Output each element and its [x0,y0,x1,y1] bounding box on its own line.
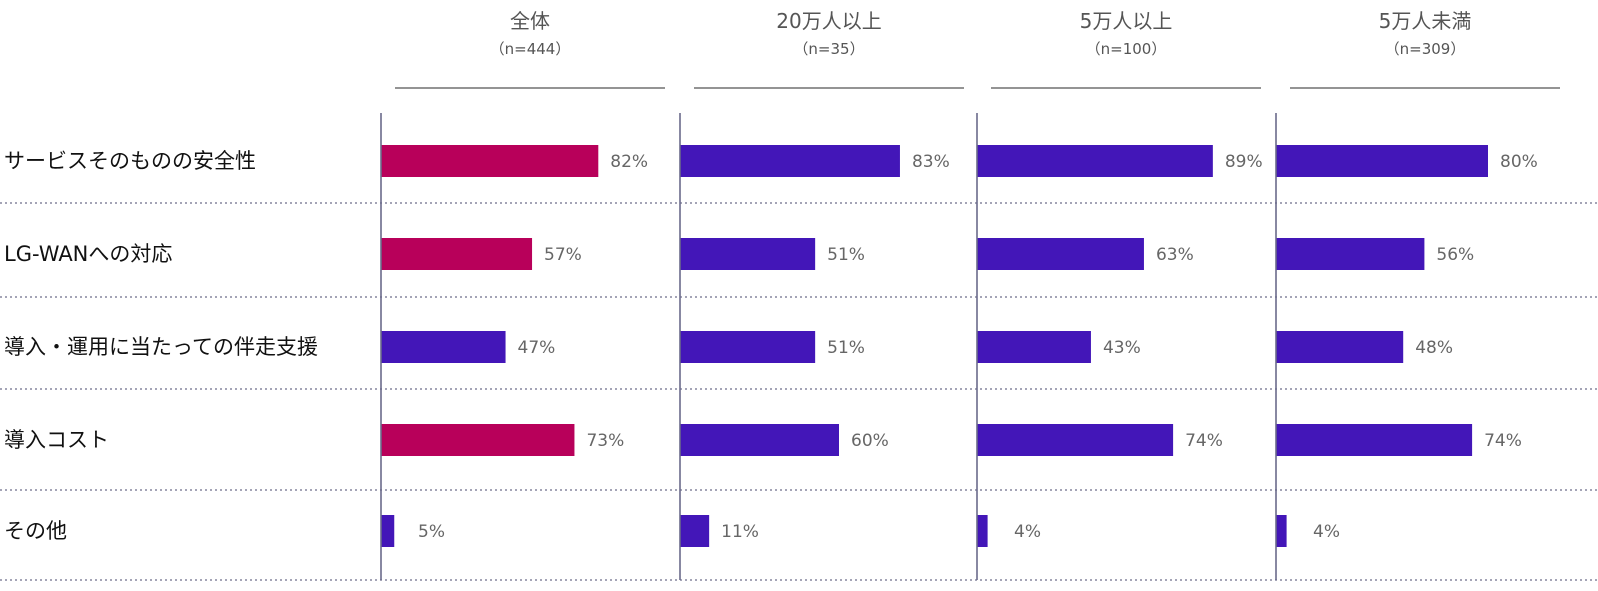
value-label-panel3-row1: 89% [1225,152,1263,172]
value-label-panel4-row2: 56% [1436,245,1474,265]
bar-panel1-row4 [381,424,575,456]
bar-panel2-row4 [680,424,839,456]
value-label-panel3-row5: 4% [1014,522,1041,542]
value-label-panel1-row3: 47% [518,338,556,358]
value-label-panel4-row3: 48% [1415,338,1453,358]
bar-panel3-row2 [977,238,1144,270]
panel-title-1: 全体 [510,9,550,33]
value-label-panel2-row1: 83% [912,152,950,172]
value-label-panel4-row4: 74% [1484,431,1522,451]
value-label-panel3-row3: 43% [1103,338,1141,358]
bar-panel1-row2 [381,238,533,270]
panel-title-2: 20万人以上 [776,9,881,33]
category-label-3: 導入・運用に当たっての伴走支援 [4,335,318,359]
bar-panel4-row2 [1276,238,1425,270]
value-label-panel1-row2: 57% [544,245,582,265]
bar-panel4-row4 [1276,424,1473,456]
value-label-panel2-row2: 51% [827,245,865,265]
bar-panel3-row3 [977,331,1091,363]
value-label-panel4-row5: 4% [1313,522,1340,542]
bar-panel4-row1 [1276,145,1488,177]
category-label-2: LG-WANへの対応 [4,242,172,266]
value-label-panel1-row5: 5% [418,522,445,542]
panel-sample-size-3: （n=100） [1086,40,1167,58]
category-label-4: 導入コスト [4,428,109,452]
bar-panel2-row2 [680,238,816,270]
value-label-panel1-row4: 73% [586,431,624,451]
value-label-panel2-row3: 51% [827,338,865,358]
bar-panel4-row3 [1276,331,1404,363]
value-label-panel2-row4: 60% [851,431,889,451]
value-label-panel2-row5: 11% [721,522,759,542]
bar-panel3-row5 [977,515,988,547]
bar-panel2-row1 [680,145,900,177]
category-label-1: サービスそのものの安全性 [4,149,256,173]
bar-panel2-row5 [680,515,710,547]
panel-title-4: 5万人未満 [1379,9,1472,33]
panel-sample-size-4: （n=309） [1385,40,1466,58]
value-label-panel3-row2: 63% [1156,245,1194,265]
value-label-panel1-row1: 82% [610,152,648,172]
bar-panel4-row5 [1276,515,1287,547]
bar-panel1-row3 [381,331,506,363]
bar-panel1-row5 [381,515,395,547]
category-label-5: その他 [4,519,67,543]
panel-sample-size-2: （n=35） [793,40,864,58]
panel-sample-size-1: （n=444） [490,40,571,58]
bar-panel3-row1 [977,145,1213,177]
bar-panel3-row4 [977,424,1174,456]
value-label-panel3-row4: 74% [1185,431,1223,451]
panel-title-3: 5万人以上 [1080,9,1173,33]
bar-panel1-row1 [381,145,599,177]
bar-panel2-row3 [680,331,816,363]
value-label-panel4-row1: 80% [1500,152,1538,172]
